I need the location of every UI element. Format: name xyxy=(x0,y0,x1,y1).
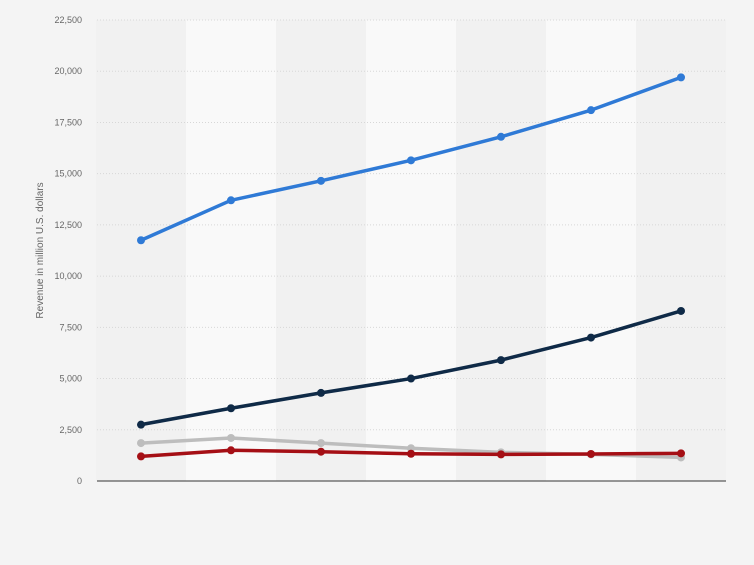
data-point[interactable] xyxy=(497,356,505,365)
data-point[interactable] xyxy=(137,236,145,245)
data-point[interactable] xyxy=(137,452,145,461)
data-point[interactable] xyxy=(227,196,235,205)
data-point[interactable] xyxy=(407,156,415,165)
y-tick-label: 20,000 xyxy=(54,66,82,76)
data-point[interactable] xyxy=(227,433,235,442)
column-band xyxy=(366,20,456,481)
column-band xyxy=(546,20,636,481)
data-point[interactable] xyxy=(677,449,685,458)
y-tick-label: 12,500 xyxy=(54,220,82,230)
data-point[interactable] xyxy=(317,388,325,397)
column-band xyxy=(96,20,186,481)
data-point[interactable] xyxy=(227,446,235,455)
y-tick-label: 0 xyxy=(77,476,82,486)
y-axis-label: Revenue in million U.S. dollars xyxy=(35,182,46,318)
y-tick-label: 10,000 xyxy=(54,271,82,281)
data-point[interactable] xyxy=(677,73,685,82)
data-point[interactable] xyxy=(497,450,505,459)
y-axis-ticks: 0 2,500 5,000 7,500 10,000 12,500 15,000 17,500… xyxy=(54,15,82,486)
data-point[interactable] xyxy=(587,449,595,458)
column-band xyxy=(636,20,726,481)
series-2 xyxy=(137,306,685,429)
column-bands xyxy=(96,20,726,481)
data-point[interactable] xyxy=(407,449,415,458)
data-point[interactable] xyxy=(497,132,505,141)
y-tick-label: 2,500 xyxy=(59,425,82,435)
data-point[interactable] xyxy=(227,404,235,413)
series-lines xyxy=(137,73,685,462)
y-tick-label: 7,500 xyxy=(59,322,82,332)
data-point[interactable] xyxy=(407,374,415,383)
y-tick-label: 17,500 xyxy=(54,117,82,127)
column-band xyxy=(276,20,366,481)
data-point[interactable] xyxy=(317,439,325,448)
column-band xyxy=(456,20,546,481)
y-tick-label: 5,000 xyxy=(59,374,82,384)
data-point[interactable] xyxy=(137,439,145,448)
data-point[interactable] xyxy=(407,444,415,453)
y-tick-label: 15,000 xyxy=(54,169,82,179)
data-point[interactable] xyxy=(587,106,595,115)
data-point[interactable] xyxy=(137,420,145,429)
series-1 xyxy=(137,73,685,245)
data-point[interactable] xyxy=(317,447,325,456)
y-tick-label: 22,500 xyxy=(54,15,82,25)
data-point[interactable] xyxy=(587,333,595,342)
series-4 xyxy=(137,446,685,461)
data-point[interactable] xyxy=(317,176,325,185)
data-point[interactable] xyxy=(677,306,685,315)
